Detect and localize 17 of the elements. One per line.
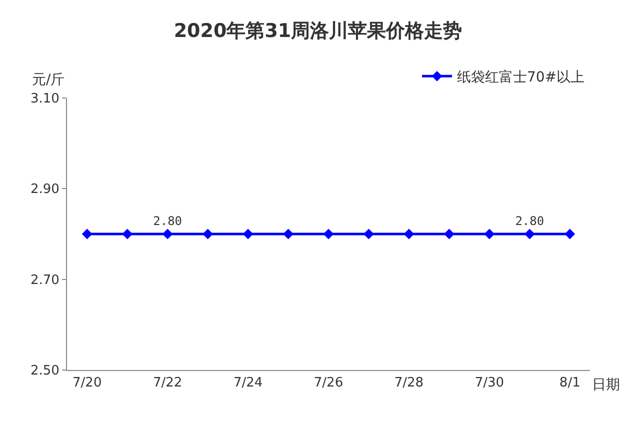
legend-label: 纸袋红富士70#以上 xyxy=(457,70,585,86)
x-tick-label: 7/26 xyxy=(314,376,344,391)
chart-title: 2020年第31周洛川苹果价格走势 xyxy=(174,20,462,42)
x-tick-label: 7/30 xyxy=(474,376,504,391)
y-axis-title: 元/斤 xyxy=(32,72,65,88)
data-label: 2.80 xyxy=(515,214,544,228)
y-tick-label: 3.10 xyxy=(30,92,60,107)
x-tick-label: 8/1 xyxy=(559,376,580,391)
y-tick-label: 2.70 xyxy=(30,272,60,288)
y-tick-label: 2.50 xyxy=(30,364,60,379)
x-tick-label: 7/24 xyxy=(233,376,263,391)
x-tick-label: 7/22 xyxy=(152,376,182,391)
x-axis-title: 日期 xyxy=(592,377,620,393)
y-tick-label: 2.90 xyxy=(30,182,60,198)
x-tick-label: 7/20 xyxy=(72,376,102,391)
x-tick-label: 7/28 xyxy=(394,376,424,391)
data-label: 2.80 xyxy=(153,214,182,228)
